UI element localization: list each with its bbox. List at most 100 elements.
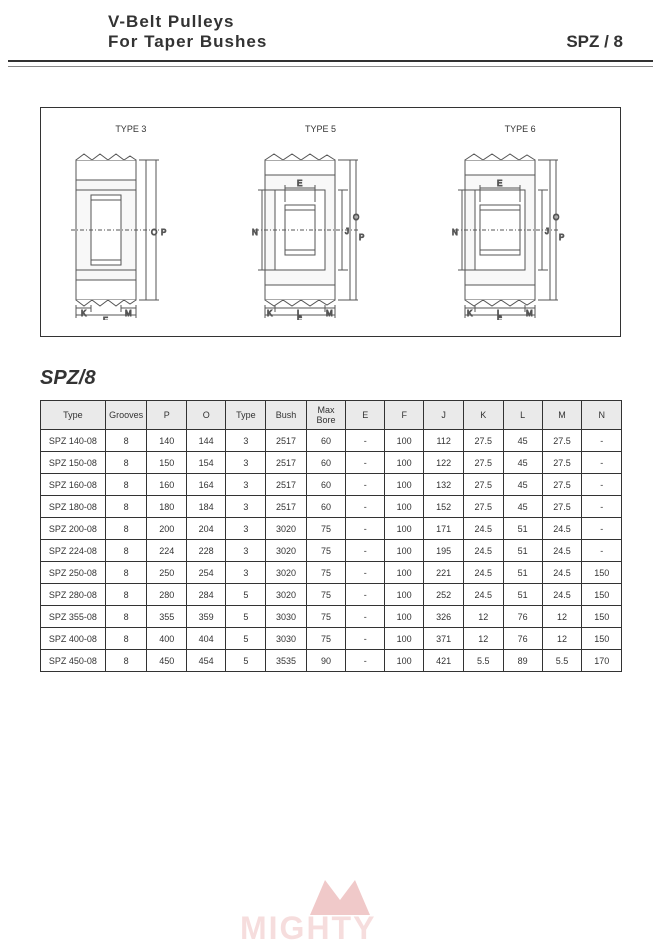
table-cell: 150 [582,628,622,650]
svg-text:F: F [103,316,108,320]
table-row: SPZ 140-0881401443251760-10011227.54527.… [41,430,622,452]
table-cell: 3 [226,518,266,540]
table-cell: 27.5 [463,430,503,452]
table-head: TypeGroovesPOTypeBushMaxBoreEFJKLMN [41,401,622,430]
svg-text:P: P [359,233,364,242]
section-title: SPZ/8 [40,367,661,390]
svg-text:N: N [252,228,258,237]
table-cell: 3020 [266,540,306,562]
header-code: SPZ / 8 [566,32,623,52]
table-cell: 24.5 [463,518,503,540]
table-cell: 75 [306,606,346,628]
table-cell: 284 [186,584,225,606]
col-header: E [346,401,384,430]
table-row: SPZ 450-0884504545353590-1004215.5895.51… [41,650,622,672]
header-title-block: V-Belt Pulleys For Taper Bushes [108,12,267,52]
col-header: Bush [266,401,306,430]
col-header: M [542,401,582,430]
table-cell: 27.5 [542,430,582,452]
col-header: J [424,401,463,430]
table-cell: 195 [424,540,463,562]
table-cell: 3 [226,452,266,474]
col-header: N [582,401,622,430]
table-cell: 454 [186,650,225,672]
table-cell: 60 [306,474,346,496]
table-cell: 221 [424,562,463,584]
table-cell: 75 [306,584,346,606]
svg-text:M: M [326,309,333,318]
table-cell: 100 [384,430,423,452]
table-cell: 12 [463,628,503,650]
col-header: F [384,401,423,430]
table-cell: 8 [105,562,147,584]
table-cell: 45 [503,452,542,474]
table-cell: 3030 [266,606,306,628]
diagram-type6: TYPE 6 N J [440,124,600,320]
table-cell: 8 [105,474,147,496]
table-cell: 100 [384,496,423,518]
table-cell: 280 [147,584,186,606]
table-cell: 100 [384,584,423,606]
table-cell: 144 [186,430,225,452]
table-row: SPZ 150-0881501543251760-10012227.54527.… [41,452,622,474]
table-cell: 12 [542,606,582,628]
table-cell: 112 [424,430,463,452]
table-cell: 228 [186,540,225,562]
type5-label: TYPE 5 [305,124,336,134]
type6-label: TYPE 6 [505,124,536,134]
table-cell: SPZ 400-08 [41,628,106,650]
table-cell: 150 [582,584,622,606]
table-row: SPZ 280-0882802845302075-10025224.55124.… [41,584,622,606]
table-cell: 122 [424,452,463,474]
table-cell: - [346,606,384,628]
table-cell: - [582,540,622,562]
table-cell: 254 [186,562,225,584]
col-header: O [186,401,225,430]
table-row: SPZ 355-0883553595303075-100326127612150 [41,606,622,628]
table-cell: 5.5 [542,650,582,672]
pulley-type5-svg: N J O P E K [240,140,400,320]
table-cell: 3020 [266,562,306,584]
col-header: MaxBore [306,401,346,430]
table-cell: 359 [186,606,225,628]
table-cell: 404 [186,628,225,650]
table-cell: 75 [306,518,346,540]
table-cell: 326 [424,606,463,628]
table-cell: 8 [105,518,147,540]
svg-text:F: F [297,316,302,320]
table-cell: SPZ 355-08 [41,606,106,628]
table-cell: SPZ 140-08 [41,430,106,452]
col-header: Type [226,401,266,430]
table-cell: 75 [306,628,346,650]
table-cell: 371 [424,628,463,650]
table-cell: 3 [226,562,266,584]
table-body: SPZ 140-0881401443251760-10011227.54527.… [41,430,622,672]
table-cell: 5 [226,606,266,628]
table-cell: 252 [424,584,463,606]
table-cell: 8 [105,584,147,606]
table-cell: - [346,628,384,650]
table-cell: SPZ 280-08 [41,584,106,606]
table-cell: 60 [306,496,346,518]
table-cell: 150 [582,606,622,628]
title-line1: V-Belt Pulleys [108,12,267,32]
table-cell: - [582,430,622,452]
table-cell: 3 [226,496,266,518]
table-cell: 24.5 [542,584,582,606]
title-line2: For Taper Bushes [108,32,267,52]
table-cell: 250 [147,562,186,584]
pulley-type3-svg: O P K M F [61,140,201,320]
table-cell: SPZ 200-08 [41,518,106,540]
table-cell: 90 [306,650,346,672]
table-cell: 100 [384,474,423,496]
table-cell: 76 [503,628,542,650]
table-cell: 2517 [266,430,306,452]
svg-text:J: J [545,227,549,236]
watermark-icon [300,870,380,920]
table-cell: - [346,430,384,452]
table-cell: 8 [105,452,147,474]
table-cell: 24.5 [542,518,582,540]
table-cell: 224 [147,540,186,562]
diagram-type3: TYPE 3 O P [61,124,201,320]
svg-text:K: K [81,309,87,318]
